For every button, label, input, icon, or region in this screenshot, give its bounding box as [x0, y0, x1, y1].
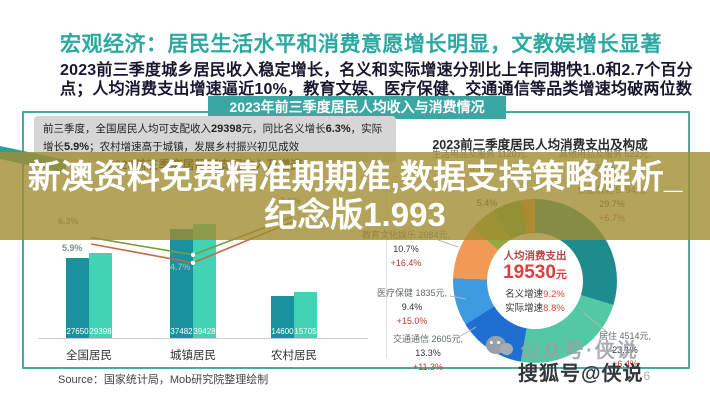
bar-national-curr: 29398 [89, 253, 112, 338]
sohu-watermark: 搜狐号@侠说6 [518, 357, 651, 386]
bar-value-label: 27650 [66, 327, 89, 336]
sohu-watermark-suffix: 6 [643, 369, 652, 383]
donut-center: 人均消费支出 19530元 名义增速9.2% 实际增速8.8% [487, 233, 583, 329]
wechat-icon [486, 333, 514, 357]
nominal-growth-label: 名义增速 [505, 288, 544, 300]
summary-text-3: ，实际增长 [43, 123, 383, 153]
pie-label-transport-share: 13.3% [415, 348, 441, 359]
donut-center-unit: 元 [555, 269, 567, 282]
pie-label-healthcare: 医疗保健 1835元, 9.4% +15.0% [368, 287, 456, 327]
summary-bold-income: 29398 [211, 123, 242, 135]
sohu-watermark-text: 搜狐号@侠说 [518, 363, 644, 385]
x-axis-line [38, 338, 368, 339]
pie-label-transport-name: 交通通信 2605元, [392, 334, 464, 344]
bar-value-label: 29398 [89, 327, 112, 336]
summary-text-2: 元，同比名义增长 [241, 123, 326, 135]
pct-label-national-real: 5.9% [62, 243, 83, 253]
overlay-text-line2: 纪念版1.993 [264, 196, 446, 233]
page-subtitle-line1: 2023前三季度城乡居民收入稳定增长，名义和实际增速分别比上年同期快1.0和2.… [60, 62, 693, 79]
bar-national-prev: 27650 [66, 258, 89, 338]
bar-value-label: 39428 [193, 327, 216, 336]
pie-label-transport-change: +11.3% [412, 362, 444, 373]
donut-nominal-growth: 名义增速9.2% [505, 286, 565, 300]
bar-urban-curr: 39428 [193, 224, 216, 338]
pie-label-transport: 交通通信 2605元, 13.3% +11.3% [383, 333, 473, 373]
summary-text-1: 前三季度，全国居民人均可支配收入 [43, 123, 211, 135]
pie-label-education-share: 10.7% [393, 244, 419, 255]
panel-divider [386, 130, 387, 358]
pie-label-housing-change: +6.4% [612, 359, 638, 370]
donut-center-label: 人均消费支出 [503, 250, 567, 263]
x-label-urban: 城镇居民 [170, 350, 216, 362]
pie-label-healthcare-name: 医疗保健 1835元, [376, 288, 448, 298]
wechat-icon-bubble-small [500, 343, 513, 355]
pie-label-housing-share: 23.1% [612, 345, 638, 356]
page-title: 宏观经济：居民生活水平和消费意愿增长明显，文教娱增长显著 [60, 33, 662, 56]
bar-rural-curr: 15705 [294, 292, 317, 338]
pie-label-healthcare-share: 9.4% [401, 302, 423, 313]
x-label-rural: 农村居民 [271, 350, 317, 362]
pie-label-housing: 居住 4514元, 23.1% +6.4% [582, 330, 668, 370]
x-label-national: 全国居民 [66, 350, 112, 362]
summary-bold-nominal: 6.3% [325, 123, 351, 135]
donut-center-value: 19530元 [503, 262, 567, 284]
pie-label-healthcare-change: +15.0% [396, 316, 428, 327]
page-subtitle-line2: 点；人均消费支出增速逼近10%，教育文娱、医疗保健、交通通信等品类增速均破两位数 [60, 81, 693, 98]
real-growth-value: 8.8% [543, 302, 565, 314]
source-note: Source：国家统计局，Mob研究院整理绘制 [58, 374, 269, 386]
bar-value-label: 14600 [271, 327, 294, 336]
bar-urban-prev: 37482 [170, 229, 193, 338]
summary-bold-real: 5.9% [64, 140, 90, 153]
pct-label-urban-real: 4.7% [170, 262, 191, 272]
wechat-watermark: 公众号·侠说 [520, 340, 639, 362]
card-banner-title: 2023年前三季度居民人均收入与消费情况 [208, 96, 506, 119]
bar-value-label: 37482 [170, 327, 193, 336]
pie-label-education-change: +16.4% [390, 258, 422, 269]
donut-real-growth: 实际增速8.8% [505, 300, 565, 314]
real-growth-label: 实际增速 [505, 302, 544, 314]
summary-text-4: ；农村增速高于城镇，发展乡村振兴初见成效 [89, 140, 300, 153]
bar-value-label: 15705 [294, 327, 317, 336]
nominal-growth-value: 9.2% [543, 288, 565, 300]
bar-rural-prev: 14600 [271, 296, 294, 338]
pie-chart-title: 2023前三季度居民人均消费支出及构成 [432, 138, 648, 152]
pie-label-housing-name: 居住 4514元, [598, 331, 652, 341]
donut-center-amount: 19530 [503, 262, 556, 284]
overlay-text-line1: 新澳资料免费精准期期准,数据支持策略解析_ [27, 158, 683, 195]
overlay-banner: 新澳资料免费精准期期准,数据支持策略解析_ 纪念版1.993 [0, 152, 710, 240]
